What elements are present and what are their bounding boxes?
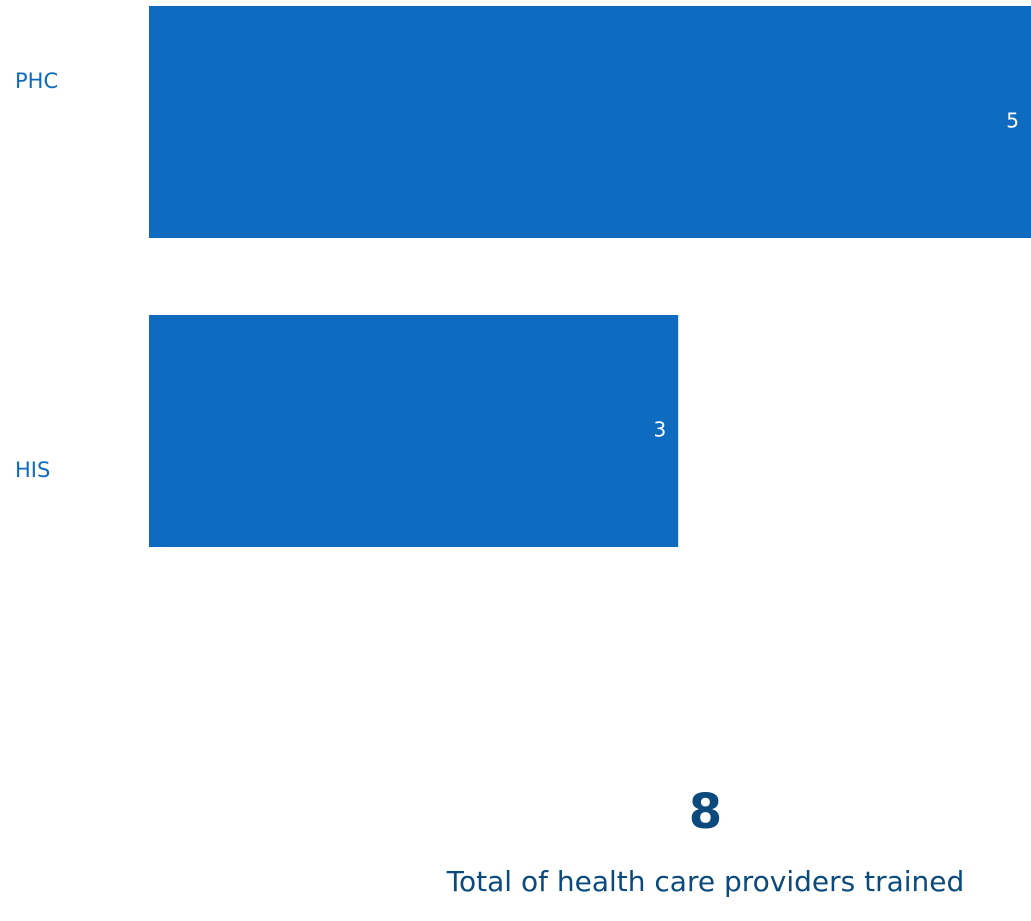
data-label-phc: 5 — [1006, 109, 1019, 133]
kpi-total-label: Total of health care providers trained — [446, 865, 965, 898]
data-label-his: 3 — [653, 418, 666, 442]
kpi-total-value: 8 — [688, 784, 723, 840]
category-label-his: HIS — [15, 458, 50, 482]
category-label-phc: PHC — [15, 69, 58, 93]
bar-his — [149, 315, 679, 547]
bar-phc — [149, 6, 1031, 238]
